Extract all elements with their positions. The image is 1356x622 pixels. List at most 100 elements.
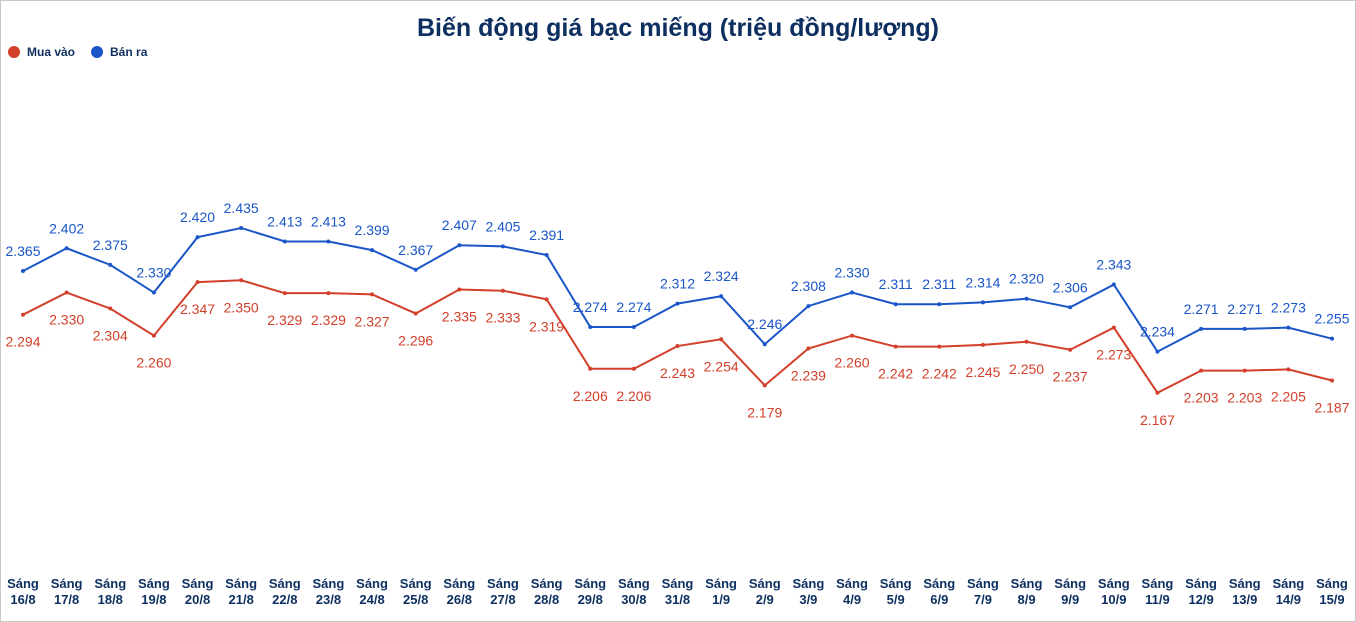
data-label: 2.330 (835, 265, 870, 281)
x-tick-label: Sáng 31/8 (661, 576, 694, 607)
data-label: 2.206 (573, 388, 608, 404)
data-point (675, 344, 680, 349)
data-point (326, 291, 331, 296)
x-tick-label: Sáng 16/8 (7, 576, 39, 607)
data-label: 2.273 (1271, 300, 1306, 316)
data-point (631, 366, 636, 371)
data-label: 2.296 (398, 332, 433, 348)
x-tick-label: Sáng 3/9 (792, 576, 825, 607)
data-point (1068, 305, 1073, 310)
data-label: 2.234 (1140, 324, 1175, 340)
data-label: 2.274 (616, 299, 651, 315)
x-tick-label: Sáng 18/8 (94, 576, 127, 607)
data-point (370, 292, 375, 297)
x-tick-label: Sáng 15/9 (1316, 576, 1348, 607)
data-label: 2.367 (398, 242, 433, 258)
data-point (457, 243, 462, 248)
data-label: 2.260 (835, 355, 870, 371)
data-point (806, 304, 811, 309)
data-point (282, 239, 287, 244)
data-point (893, 344, 898, 349)
data-label: 2.273 (1096, 347, 1131, 363)
data-point (762, 383, 767, 388)
data-label: 2.242 (922, 366, 957, 382)
data-label: 2.435 (224, 200, 259, 216)
data-point (413, 311, 418, 316)
data-label: 2.407 (442, 217, 477, 233)
data-label: 2.187 (1314, 399, 1349, 415)
data-label: 2.327 (355, 313, 390, 329)
data-point (108, 306, 113, 311)
data-label: 2.333 (485, 310, 520, 326)
x-tick-label: Sáng 4/9 (836, 576, 868, 607)
data-label: 2.330 (49, 312, 84, 328)
data-label: 2.324 (704, 268, 739, 284)
data-label: 2.413 (267, 214, 302, 230)
data-point (1024, 296, 1029, 301)
x-tick-label: Sáng 13/9 (1228, 576, 1261, 607)
data-point (588, 324, 593, 329)
data-label: 2.329 (311, 312, 346, 328)
x-tick-label: Sáng 25/8 (399, 576, 432, 607)
data-point (64, 246, 69, 251)
data-label: 2.320 (1009, 271, 1044, 287)
data-label: 2.243 (660, 365, 695, 381)
data-point (675, 301, 680, 306)
data-point (544, 297, 549, 302)
data-label: 2.402 (49, 220, 84, 236)
data-label: 2.314 (965, 274, 1000, 290)
data-point (631, 324, 636, 329)
data-point (544, 253, 549, 258)
x-tick-label: Sáng 24/8 (356, 576, 388, 607)
data-point (1242, 368, 1247, 373)
data-label: 2.330 (136, 265, 171, 281)
data-label: 2.365 (5, 243, 40, 259)
data-point (1286, 367, 1291, 372)
data-label: 2.329 (267, 312, 302, 328)
x-tick-label: Sáng 7/9 (967, 576, 999, 607)
data-label: 2.308 (791, 278, 826, 294)
data-point (980, 300, 985, 305)
data-point (1155, 390, 1160, 395)
data-point (151, 333, 156, 338)
data-point (457, 287, 462, 292)
data-point (500, 244, 505, 249)
data-label: 2.343 (1096, 257, 1131, 273)
chart-title: Biến động giá bạc miếng (triệu đồng/lượn… (417, 14, 939, 42)
data-point (850, 290, 855, 295)
data-label: 2.206 (616, 388, 651, 404)
x-tick-label: Sáng 17/8 (50, 576, 83, 607)
data-point (370, 248, 375, 253)
x-tick-label: Sáng 1/9 (705, 576, 738, 607)
x-tick-label: Sáng 23/8 (312, 576, 345, 607)
data-label: 2.294 (5, 334, 40, 350)
x-tick-label: Sáng 20/8 (181, 576, 214, 607)
data-label: 2.306 (1053, 279, 1088, 295)
data-point (850, 333, 855, 338)
data-label: 2.319 (529, 318, 564, 334)
data-label: 2.179 (747, 404, 782, 420)
data-point (239, 278, 244, 283)
x-tick-label: Sáng 10/9 (1097, 576, 1130, 607)
x-tick-label: Sáng 14/9 (1272, 576, 1305, 607)
data-label: 2.271 (1184, 301, 1219, 317)
data-point (326, 239, 331, 244)
data-label: 2.250 (1009, 361, 1044, 377)
x-tick-label: Sáng 26/8 (443, 576, 476, 607)
data-label: 2.205 (1271, 388, 1306, 404)
data-point (719, 337, 724, 342)
data-point (282, 291, 287, 296)
legend-label: Bán ra (110, 45, 148, 59)
data-point (1111, 282, 1116, 287)
data-label: 2.335 (442, 308, 477, 324)
data-point (64, 290, 69, 295)
data-point (413, 267, 418, 272)
data-point (1111, 325, 1116, 330)
data-label: 2.391 (529, 227, 564, 243)
data-point (21, 269, 25, 274)
legend-label: Mua vào (27, 45, 75, 59)
x-tick-label: Sáng 6/9 (923, 576, 956, 607)
data-point (151, 290, 156, 295)
data-point (1155, 349, 1160, 354)
